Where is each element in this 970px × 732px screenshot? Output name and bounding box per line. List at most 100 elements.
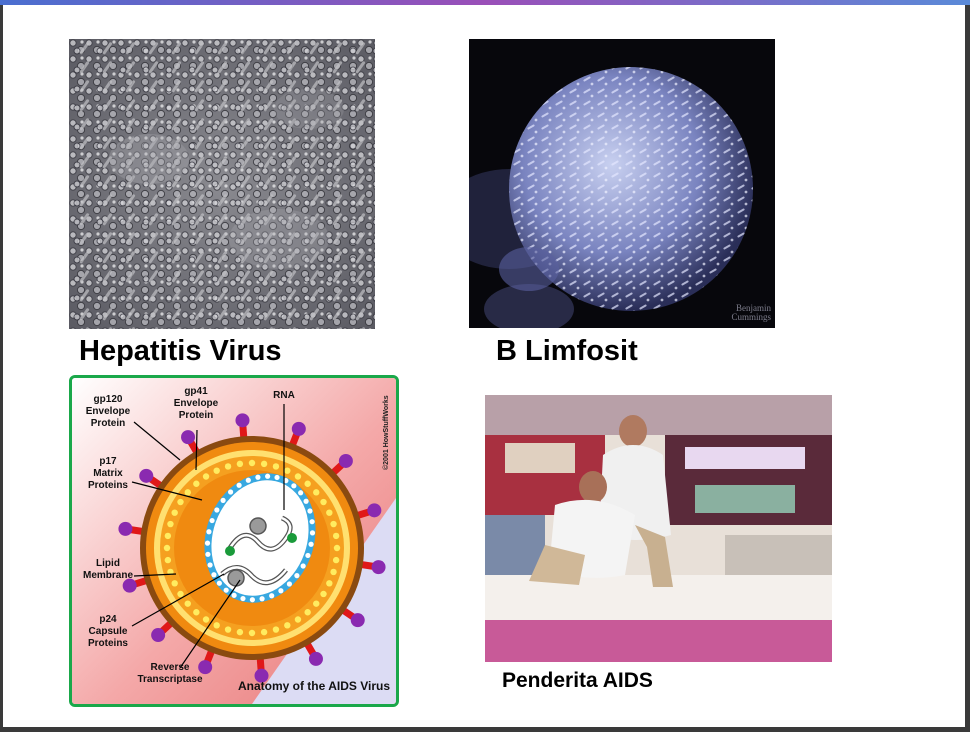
label-p24-2: Capsule [89,626,128,637]
matrix-protein-dot [163,544,171,552]
matrix-protein-dot [248,629,256,637]
capsid-dot [265,473,271,479]
matrix-protein-dot [260,460,268,468]
label-gp120-2: Envelope [86,406,131,417]
matrix-protein-dot [167,520,174,528]
capsid-dot [278,588,284,594]
matrix-protein-dot [177,498,184,506]
capsid-dot [308,541,314,547]
aids-virus-illustration: gp120 Envelope Protein gp41 Envelope Pro… [72,378,396,704]
capsid-dot [309,530,316,536]
photo-credit-line2: Cummings [731,312,771,322]
label-rt-1: Reverse [151,662,190,673]
matrix-protein-dot [320,498,327,506]
capsid-dot [300,563,306,569]
matrix-protein-dot [193,480,200,487]
matrix-protein-dot [284,467,291,474]
matrix-protein-dot [294,616,302,623]
capsid-dot [309,519,315,525]
matrix-protein-dot [330,520,337,528]
matrix-protein-dot [304,609,311,616]
label-p24-1: p24 [99,614,117,625]
capsid-dot [214,507,220,513]
label-gp41-2: Envelope [174,398,219,409]
matrix-protein-dot [202,473,210,480]
label-gp41-1: gp41 [184,386,208,397]
capsid-dot [307,508,313,514]
label-p24-3: Proteins [88,638,128,649]
capsid-dot [231,592,237,598]
matrix-protein-dot [224,463,232,470]
matrix-protein-dot [164,532,172,540]
capsid-dot [220,497,226,503]
matrix-protein-dot [177,590,184,598]
top-accent-bar [0,0,970,5]
capsid-dot [204,540,211,546]
matrix-protein-dot [313,489,320,496]
matrix-protein-dot [236,628,244,636]
matrix-protein-dot [171,580,178,587]
capsid-dot [240,595,246,602]
matrix-protein-dot [184,600,191,607]
matrix-protein-dot [202,616,210,623]
photo-credit-line1: Benjamin [736,303,771,313]
matrix-protein-dot [330,568,337,576]
matrix-protein-dot [304,480,311,487]
b-lymphocyte-micrograph [469,39,775,328]
diagram-title: Anatomy of the AIDS Virus [238,679,390,693]
matrix-protein-dot [320,590,327,598]
label-p17-1: p17 [99,456,117,467]
matrix-protein-dot [167,568,174,576]
capsid-dot [303,498,309,504]
capsid-dot [205,551,211,557]
caption-aids-sufferer: Penderita AIDS [502,669,653,692]
hepatitis-micrograph [69,39,375,329]
matrix-protein-dots [163,459,341,637]
capsid-dot [274,474,280,481]
matrix-protein-dot [284,622,291,629]
matrix-protein-dot [164,556,172,564]
capsid-dot [216,580,222,586]
aids-quilt-photo [485,395,832,662]
capsid-dot [227,489,234,495]
label-gp120-1: gp120 [94,394,123,405]
caption-b-lymphocyte: B Limfosit [496,335,638,367]
matrix-protein-dot [294,473,302,480]
capsid-dot [236,482,242,488]
matrix-protein-dot [213,467,220,474]
label-lipid-2: Membrane [83,570,133,581]
slide: Hepatitis Virus Benjamin [3,5,965,727]
capsid-dot [209,517,215,524]
hepatitis-virus-image [69,39,375,329]
capsid-dot [305,552,311,559]
caption-hepatitis-virus: Hepatitis Virus [79,335,282,367]
matrix-protein-dot [224,626,232,633]
label-gp120-3: Protein [91,418,125,429]
matrix-protein-dot [313,600,320,607]
matrix-protein-dot [171,509,178,516]
capsid-dot [249,597,255,603]
capsid-dot [269,593,275,599]
capsid-dot [291,483,297,489]
capsid-dot [245,477,251,483]
label-p17-2: Matrix [93,468,123,479]
label-gp41-3: Protein [179,410,213,421]
capsid-dot [259,596,265,602]
matrix-protein-dot [213,622,220,629]
matrix-protein-dot [236,460,244,468]
matrix-protein-dot [272,626,280,633]
aids-virus-diagram: gp120 Envelope Protein gp41 Envelope Pro… [69,375,399,707]
label-p17-3: Proteins [88,480,128,491]
label-rt-2: Transcriptase [137,674,202,685]
capsid-dot [206,529,212,535]
matrix-protein-dot [332,556,340,564]
matrix-protein-dot [184,489,191,496]
capsid-dot [223,587,229,593]
matrix-protein-dot [332,532,340,540]
matrix-protein-dot [248,459,256,467]
diagram-copyright: ©2001 HowStuffWorks [382,395,390,470]
capsid-dot [255,474,261,480]
matrix-protein-dot [326,509,333,516]
capsid-dot [294,573,300,579]
b-lymphocyte-image: Benjamin Cummings [469,39,775,328]
